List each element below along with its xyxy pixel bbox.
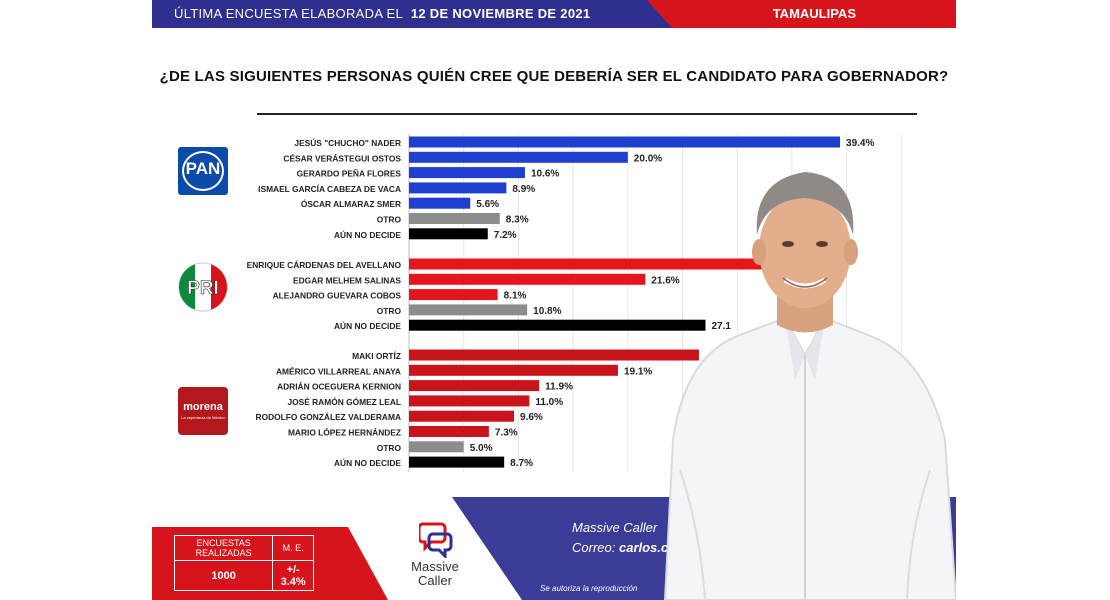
- header-state: TAMAULIPAS: [772, 6, 856, 21]
- bar-value-label: 19.1%: [624, 366, 652, 377]
- bar: [409, 319, 706, 331]
- bar-value-label: 8.9%: [512, 184, 535, 195]
- bar-value-label: 27.1: [711, 321, 731, 332]
- bar-category-label: OTRO: [377, 306, 402, 316]
- bar-category-label: AÚN NO DECIDE: [334, 320, 401, 331]
- bar-value-label: 5.0%: [470, 443, 493, 454]
- bar-category-label: AÚN NO DECIDE: [334, 229, 401, 240]
- bar-category-label: JESÚS "CHUCHO" NADER: [294, 137, 401, 148]
- footer-note: Se autoriza la reproducción: [540, 584, 638, 593]
- bar-value-label: 7.2%: [494, 230, 517, 241]
- bar-category-label: OTRO: [377, 443, 402, 453]
- bar: [409, 364, 618, 376]
- bar-category-label: ÓSCAR ALMARAZ SMER: [301, 198, 401, 209]
- bar-category-label: GERARDO PEÑA FLORES: [297, 169, 402, 179]
- bar: [409, 273, 646, 285]
- bar-category-label: AÚN NO DECIDE: [334, 457, 401, 468]
- pri-logo: PRI: [178, 262, 228, 312]
- bar: [409, 197, 471, 209]
- bar: [409, 151, 628, 163]
- bar-value-label: 8.1%: [504, 291, 527, 302]
- bar: [409, 213, 500, 224]
- massive-caller-brand: Massive Caller: [411, 559, 459, 588]
- bar-value-label: 8.7%: [510, 458, 533, 469]
- bar-value-label: 21.6%: [651, 275, 679, 286]
- bar: [409, 380, 540, 392]
- morena-logo-subtext: La esperanza de México: [181, 415, 225, 420]
- bar-value-label: 39.4%: [846, 138, 874, 149]
- bar: [409, 167, 525, 179]
- footer-email: Correo: carlos.c: [572, 540, 668, 555]
- bar-value-label: 11.9%: [545, 382, 573, 393]
- bar-category-label: ISMAEL GARCÍA CABEZA DE VACA: [258, 183, 401, 194]
- bar-category-label: JOSÉ RAMÓN GÓMEZ LEAL: [287, 396, 401, 407]
- morena-logo-text: morena: [183, 401, 223, 413]
- stats-header-surveys: ENCUESTAS REALIZADAS: [173, 534, 274, 562]
- bar: [409, 426, 489, 437]
- bar-category-label: OTRO: [377, 215, 402, 225]
- survey-stats-table: ENCUESTAS REALIZADAS M. E. 1000 +/- 3.4%: [173, 534, 314, 591]
- pri-logo-text: PRI: [187, 278, 219, 299]
- bar: [409, 304, 528, 316]
- bar-category-label: MARIO LÓPEZ HERNÁNDEZ: [288, 427, 401, 438]
- header-date-line: ÚLTIMA ENCUESTA ELABORADA EL 12 DE NOVIE…: [174, 0, 590, 28]
- bar: [409, 349, 699, 361]
- bar-value-label: 20.0%: [634, 153, 662, 164]
- header-left-text: ÚLTIMA ENCUESTA ELABORADA EL: [174, 6, 403, 21]
- bar-value-label: 10.8%: [533, 306, 561, 317]
- massive-caller-logo: Massive Caller: [404, 520, 464, 592]
- bar-category-label: MAKI ORTÍZ: [352, 350, 401, 361]
- stats-surveys-value: 1000: [173, 560, 274, 591]
- bar-value-label: 11.0%: [535, 397, 563, 408]
- bar-category-label: ENRIQUE CÁRDENAS DEL AVELLANO: [247, 259, 402, 270]
- bar-value-label: 5.6%: [476, 199, 499, 210]
- bar: [409, 182, 507, 194]
- pan-logo: PAN: [178, 147, 228, 195]
- bar-value-label: 10.6%: [531, 169, 559, 180]
- bar: [409, 441, 464, 453]
- candidate-photo: [663, 172, 956, 600]
- header-date: 12 DE NOVIEMBRE DE 2021: [410, 6, 591, 21]
- bar: [409, 395, 530, 407]
- bar-category-label: CÉSAR VERÁSTEGUI OSTOS: [283, 152, 401, 163]
- bar-value-label: 8.3%: [506, 215, 529, 226]
- bar: [409, 410, 515, 422]
- footer-company: Massive Caller: [572, 520, 658, 535]
- header-bar-red: [647, 0, 956, 28]
- bar: [409, 258, 776, 270]
- bar-category-label: RODOLFO GONZÁLEZ VALDERAMA: [256, 411, 401, 422]
- bar: [409, 289, 498, 301]
- poll-graphic: ÚLTIMA ENCUESTA ELABORADA EL 12 DE NOVIE…: [152, 0, 956, 600]
- bar-value-label: 9.6%: [520, 412, 543, 423]
- footer-email-value: carlos.c: [618, 540, 669, 555]
- footer-email-prefix: Correo:: [572, 540, 616, 555]
- bar-category-label: ADRIÁN OCEGUERA KERNION: [277, 381, 401, 392]
- bar-category-label: ALEJANDRO GUEVARA COBOS: [273, 291, 402, 301]
- title-underline: [257, 113, 917, 115]
- bar-category-label: AMÉRICO VILLARREAL ANAYA: [276, 365, 401, 376]
- chart-title: ¿DE LAS SIGUIENTES PERSONAS QUIÉN CREE Q…: [159, 68, 949, 85]
- bar-category-label: EDGAR MELHEM SALINAS: [293, 275, 401, 285]
- pan-logo-text: PAN: [185, 159, 221, 178]
- bar: [409, 228, 488, 240]
- stats-margin-value: +/- 3.4%: [272, 560, 314, 591]
- bar-value-label: 7.3%: [495, 428, 518, 439]
- stats-header-margin: M. E.: [272, 534, 314, 562]
- bar: [409, 136, 841, 148]
- bar: [409, 456, 505, 468]
- morena-logo: morena La esperanza de México: [178, 387, 228, 435]
- chat-bubbles-icon: [419, 522, 453, 558]
